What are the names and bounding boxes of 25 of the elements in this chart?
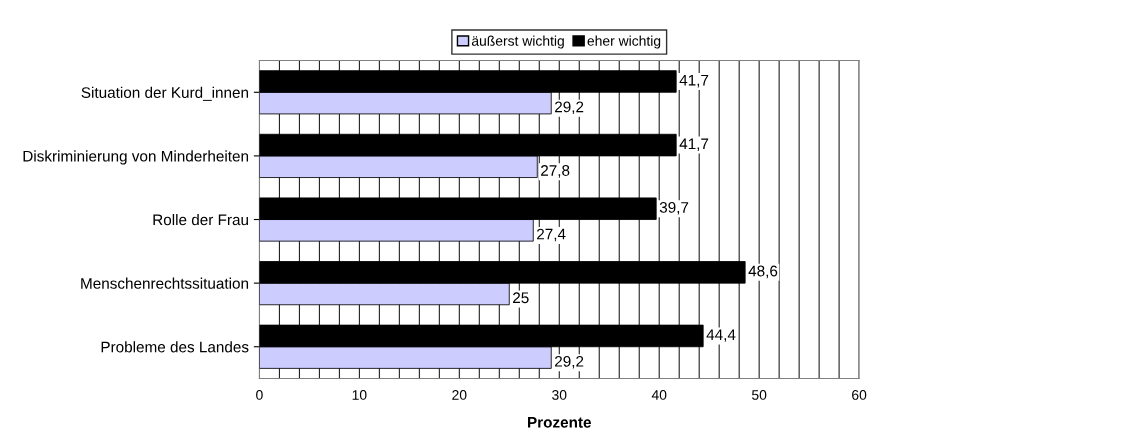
x-tick-label: 30 xyxy=(552,390,567,400)
legend-label: äußerst wichtig xyxy=(471,35,564,49)
data-label: 44,4 xyxy=(706,329,736,342)
data-label: 25 xyxy=(513,292,529,304)
data-label: 39,7 xyxy=(659,201,689,215)
x-tick-label: 10 xyxy=(352,390,367,400)
data-label: 29,2 xyxy=(555,355,584,369)
x-axis-title: Prozente xyxy=(528,417,591,428)
y-tick-label: Probleme des Landes xyxy=(101,341,249,353)
x-tick-label: 0 xyxy=(256,390,263,400)
data-label: 41,7 xyxy=(679,74,709,88)
legend-label: eher wichtig xyxy=(587,35,661,49)
x-tick-label: 40 xyxy=(651,390,667,400)
x-tick-label: 20 xyxy=(452,390,467,400)
data-label: 27,8 xyxy=(541,165,570,178)
x-tick-label: 50 xyxy=(751,390,767,400)
data-label: 29,2 xyxy=(555,101,584,115)
x-tick-label: 60 xyxy=(852,390,867,400)
y-tick-label: Rolle der Frau xyxy=(153,213,248,226)
data-label: 27,4 xyxy=(537,228,566,242)
data-label: 41,7 xyxy=(679,138,709,151)
y-tick-label: Situation der Kurd_innen xyxy=(81,86,249,101)
y-tick-label: Diskriminierung von Minderheiten xyxy=(23,150,249,165)
data-label: 48,6 xyxy=(748,265,778,279)
y-tick-label: Menschenrechtssituation xyxy=(81,277,249,289)
